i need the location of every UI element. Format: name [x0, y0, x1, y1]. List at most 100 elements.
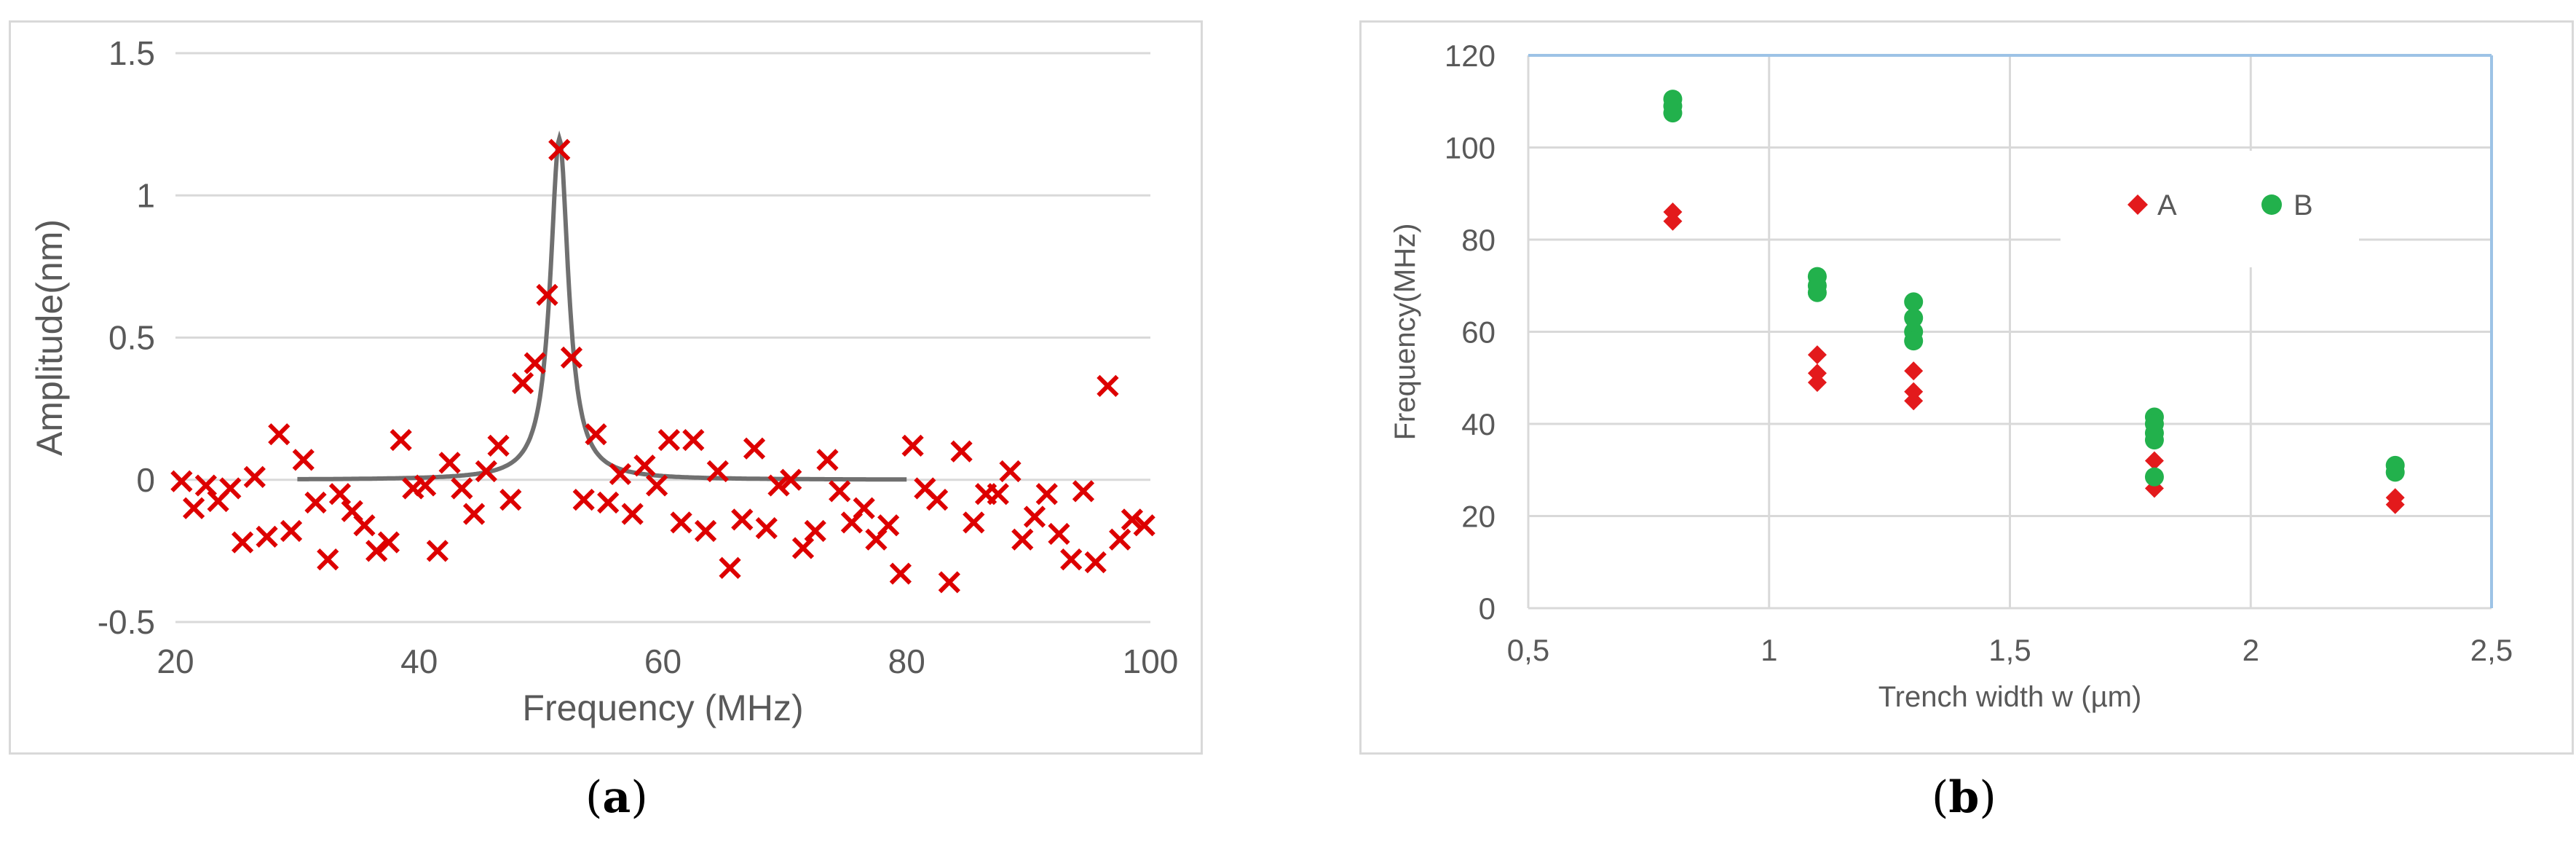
- data-point-b: [2385, 463, 2405, 482]
- chart-panel-a: -0.5 0 0.5 1 1.5 20 40 60 80 100 Frequency (MHz) Am…: [9, 20, 1203, 755]
- data-point-x: [1023, 505, 1046, 528]
- x-tick-label: 100: [1123, 642, 1179, 680]
- data-point-x: [438, 452, 461, 474]
- data-point-x: [597, 491, 620, 514]
- y-tick-label: 0.5: [108, 319, 155, 357]
- y-tick-label: 60: [1461, 315, 1496, 350]
- legend-label-a: A: [2157, 189, 2177, 221]
- data-point-x: [755, 517, 778, 540]
- legend-marker-a: [2127, 194, 2148, 215]
- data-point-b: [2144, 430, 2164, 450]
- x-tick-label: 80: [888, 642, 925, 680]
- data-point-x: [877, 514, 900, 537]
- data-point-x: [767, 474, 790, 497]
- data-point-x: [694, 519, 717, 543]
- data-point-x: [1072, 480, 1095, 503]
- data-point-x: [731, 508, 754, 531]
- data-point-x: [999, 460, 1022, 483]
- x-tick-label: 20: [157, 642, 194, 680]
- data-point-x: [256, 525, 278, 548]
- x-tick-label: 0,5: [1507, 633, 1549, 667]
- data-point-x: [390, 428, 412, 452]
- data-point-x: [231, 531, 254, 554]
- data-point-x: [451, 477, 473, 500]
- y-tick-label: 80: [1461, 223, 1496, 257]
- data-point-x: [901, 434, 924, 457]
- data-point-x: [621, 503, 644, 525]
- data-point-a: [1904, 361, 1924, 381]
- caption-a: (a): [585, 772, 648, 823]
- amplitude-vs-frequency-chart: -0.5 0 0.5 1 1.5 20 40 60 80 100 Frequency (MHz) Am…: [29, 34, 1179, 728]
- x-tick-label: 1: [1761, 633, 1777, 667]
- data-point-x: [536, 283, 558, 307]
- data-point-x: [963, 511, 985, 534]
- y-axis-label: Amplitude(nm): [29, 219, 70, 456]
- data-point-x: [889, 562, 912, 585]
- data-point-x: [182, 497, 205, 519]
- data-point-x: [791, 537, 815, 559]
- data-point-x: [304, 491, 327, 514]
- x-tick-label: 2,5: [2470, 633, 2513, 667]
- data-point-b: [2144, 467, 2164, 487]
- data-point-x: [1109, 528, 1131, 551]
- data-point-x: [1133, 514, 1155, 537]
- data-point-x: [499, 488, 522, 511]
- data-point-x: [1097, 374, 1119, 398]
- data-point-x: [1048, 522, 1070, 546]
- data-point-x: [987, 483, 1009, 505]
- data-point-x: [353, 514, 376, 537]
- fit-curve-line: [297, 130, 907, 482]
- x-axis-label: Frequency (MHz): [522, 688, 803, 728]
- data-point-x: [609, 463, 632, 486]
- data-point-x: [682, 428, 705, 452]
- data-point-x: [377, 531, 400, 554]
- data-point-x: [219, 477, 242, 500]
- data-point-x: [328, 483, 352, 505]
- data-point-x: [1121, 508, 1144, 531]
- data-point-b: [1904, 292, 1924, 312]
- data-point-x: [280, 519, 303, 543]
- data-point-x: [743, 437, 766, 460]
- y-tick-label: 1: [136, 176, 155, 214]
- data-point-a: [2385, 495, 2405, 514]
- data-point-x: [657, 428, 680, 452]
- data-point-a: [1663, 211, 1683, 231]
- legend-label-b: B: [2293, 189, 2313, 221]
- y-axis-label: Frequency(MHz): [1389, 224, 1421, 441]
- data-point-x: [1084, 551, 1107, 574]
- data-point-x: [462, 503, 486, 525]
- data-point-x: [366, 540, 388, 562]
- data-point-x: [706, 460, 729, 483]
- data-point-x: [633, 454, 656, 477]
- data-point-x: [804, 519, 826, 543]
- x-tick-label: 40: [400, 642, 438, 680]
- data-point-x: [524, 352, 546, 374]
- frequency-vs-trench-width-chart: 0 20 40 60 80 100 120 0,5 1 1,5 2 2,5 Trench width w…: [1389, 39, 2513, 713]
- x-axis-label: Trench width w (µm): [1878, 681, 2142, 713]
- chart-panel-b: 0 20 40 60 80 100 120 0,5 1 1,5 2 2,5 Trench width w…: [1359, 20, 2574, 755]
- data-point-x: [950, 440, 973, 463]
- data-point-x: [317, 548, 339, 571]
- data-point-x: [646, 474, 668, 497]
- legend-marker-b: [2261, 194, 2282, 215]
- x-tick-label: 1,5: [1988, 633, 2031, 667]
- data-point-x: [511, 371, 534, 395]
- y-tick-label: 0: [1479, 591, 1496, 626]
- data-point-x: [925, 488, 949, 511]
- data-point-x: [938, 571, 960, 594]
- y-tick-label: -0.5: [98, 603, 155, 641]
- data-point-x: [719, 556, 741, 579]
- data-point-x: [572, 488, 595, 511]
- data-point-x: [829, 480, 851, 503]
- data-point-b: [1663, 103, 1683, 123]
- caption-b: (b): [1932, 772, 1996, 823]
- x-tick-label: 60: [644, 642, 681, 680]
- data-point-x: [194, 474, 217, 497]
- data-point-b: [1904, 308, 1924, 328]
- data-point-a: [1904, 391, 1924, 411]
- data-point-a: [2144, 451, 2164, 471]
- data-point-b: [1904, 331, 1924, 351]
- y-tick-label: 0: [136, 461, 155, 499]
- data-point-x: [268, 423, 291, 446]
- y-tick-label: 1.5: [108, 34, 155, 72]
